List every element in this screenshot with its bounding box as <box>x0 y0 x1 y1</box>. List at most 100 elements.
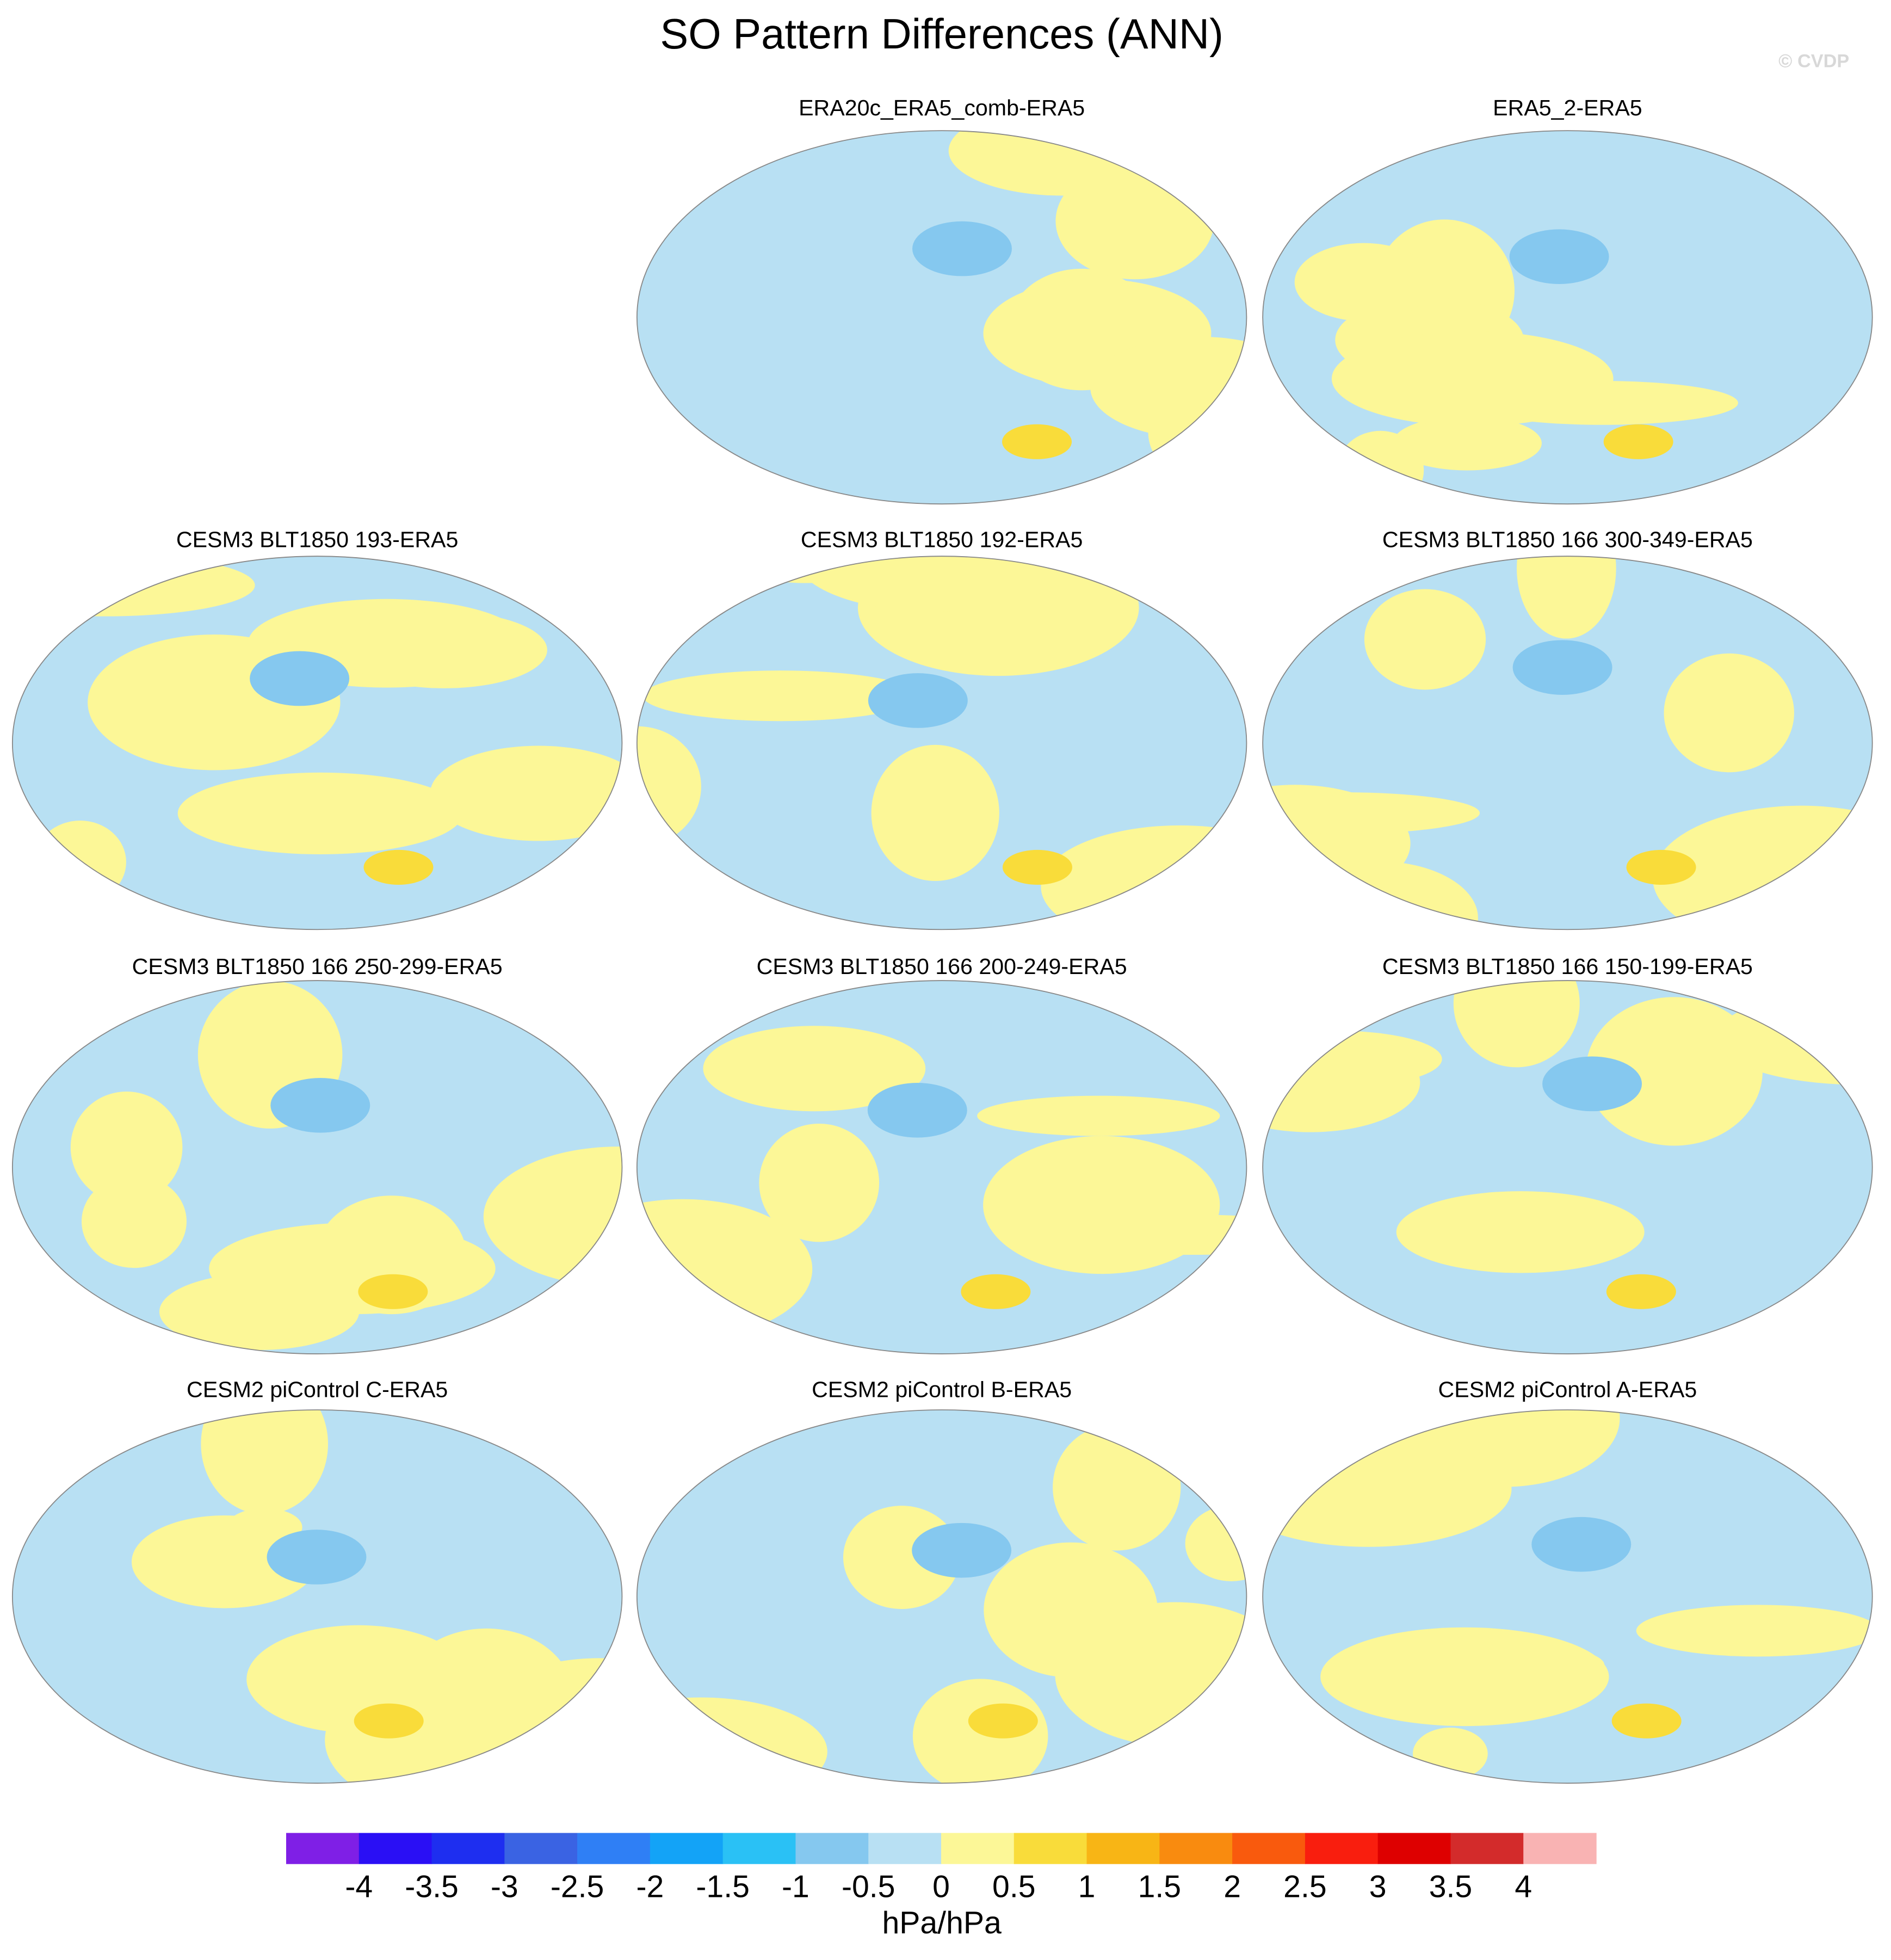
positive-region <box>209 1223 496 1315</box>
positive-region <box>984 1542 1158 1678</box>
strong-positive-region <box>1002 424 1072 459</box>
colorbar-box <box>1377 1833 1451 1864</box>
negative-region <box>1509 229 1609 285</box>
colorbar-box <box>431 1833 505 1864</box>
positive-region <box>1664 653 1794 773</box>
positive-region <box>177 772 463 855</box>
strong-positive-region <box>1626 849 1696 885</box>
negative-region <box>267 1530 367 1585</box>
map <box>636 556 1247 930</box>
positive-region <box>1263 792 1480 834</box>
colorbar-box <box>1232 1833 1306 1864</box>
positive-region <box>977 1095 1220 1136</box>
positive-region <box>34 821 126 904</box>
negative-region <box>1542 1056 1642 1112</box>
panel-title: CESM3 BLT1850 166 150-199-ERA5 <box>1382 954 1753 979</box>
colorbar-tick-label: 3.5 <box>1429 1870 1472 1904</box>
map-outline <box>11 1409 623 1784</box>
map <box>636 981 1247 1354</box>
positive-region <box>1090 336 1247 439</box>
colorbar-tick-label: -1 <box>782 1870 809 1904</box>
map-outline <box>11 980 623 1354</box>
panel-title: CESM2 piControl A-ERA5 <box>1438 1377 1697 1402</box>
strong-positive-region <box>358 1274 428 1309</box>
negative-region <box>867 1083 967 1138</box>
negative-region <box>912 1523 1012 1578</box>
strong-positive-region <box>968 1703 1038 1739</box>
positive-region <box>1263 1032 1420 1132</box>
colorbar-box <box>1523 1833 1597 1864</box>
panel-title: CESM3 BLT1850 166 200-249-ERA5 <box>757 954 1127 979</box>
map-outline <box>1262 1409 1873 1784</box>
colorbar-box <box>795 1833 869 1864</box>
colorbar-tick-label: 4 <box>1515 1870 1532 1904</box>
map-outline <box>636 1409 1247 1784</box>
negative-region <box>868 673 968 728</box>
colorbar-box <box>1159 1833 1233 1864</box>
map-outline <box>1262 980 1873 1354</box>
positive-region <box>1396 1191 1645 1273</box>
positive-region <box>1413 1727 1488 1780</box>
colorbar-tick-label: -3 <box>491 1870 518 1904</box>
negative-region <box>270 1078 370 1133</box>
colorbar-tick-label: -2.5 <box>551 1870 604 1904</box>
positive-region <box>636 1697 827 1784</box>
positive-region <box>703 1026 926 1112</box>
positive-region <box>871 744 999 881</box>
positive-region <box>341 612 547 688</box>
colorbar-tick-label: -4 <box>345 1870 373 1904</box>
colorbar-tick-label: 1 <box>1078 1870 1096 1904</box>
strong-positive-region <box>1002 849 1072 885</box>
colorbar-tick-label: -0.5 <box>842 1870 895 1904</box>
negative-region <box>1531 1517 1632 1572</box>
map-outline <box>1262 130 1873 505</box>
colorbar-box <box>1305 1833 1379 1864</box>
map <box>636 131 1247 504</box>
panel-title: CESM3 BLT1850 166 250-299-ERA5 <box>132 954 503 979</box>
map-outline <box>11 556 623 930</box>
positive-region <box>948 131 1177 196</box>
strong-positive-region <box>1606 1274 1676 1309</box>
positive-region <box>1294 243 1433 322</box>
colorbar-box <box>577 1833 651 1864</box>
map <box>636 1409 1247 1784</box>
positive-region <box>325 1666 589 1784</box>
colorbar-tick-label: 0.5 <box>992 1870 1035 1904</box>
colorbar-box <box>286 1833 360 1864</box>
positive-region <box>636 443 707 504</box>
map-outline <box>636 130 1247 505</box>
positive-region <box>1636 1605 1873 1657</box>
panel-title: ERA20c_ERA5_comb-ERA5 <box>799 95 1085 120</box>
colorbar-box <box>1450 1833 1524 1864</box>
positive-region <box>642 670 918 722</box>
colorbar-tick-label: 2 <box>1223 1870 1241 1904</box>
map <box>1263 1409 1873 1784</box>
colorbar-tick-label: 1.5 <box>1138 1870 1181 1904</box>
map-outline <box>636 556 1247 930</box>
figure-title: SO Pattern Differences (ANN) <box>660 11 1223 58</box>
colorbar-box <box>1086 1833 1160 1864</box>
colorbar-box <box>650 1833 724 1864</box>
positive-region <box>1392 416 1542 471</box>
negative-region <box>912 221 1012 276</box>
panel-title: CESM2 piControl C-ERA5 <box>187 1377 448 1402</box>
colorbar-tick-label: 2.5 <box>1283 1870 1326 1904</box>
positive-region <box>983 1136 1220 1274</box>
watermark: © CVDP <box>1778 51 1849 71</box>
positive-region <box>636 1006 706 1056</box>
positive-region <box>70 1091 183 1203</box>
colorbar-box <box>868 1833 942 1864</box>
positive-region <box>1263 1434 1477 1474</box>
panel-title: ERA5_2-ERA5 <box>1493 95 1642 120</box>
map <box>12 1409 622 1784</box>
positive-region <box>430 745 622 841</box>
strong-positive-region <box>1603 424 1673 459</box>
map <box>1263 981 1873 1354</box>
strong-positive-region <box>363 849 434 885</box>
negative-region <box>250 651 350 706</box>
strong-positive-region <box>354 1703 424 1739</box>
colorbar-tick-label: -1.5 <box>696 1870 750 1904</box>
negative-region <box>1512 640 1612 695</box>
